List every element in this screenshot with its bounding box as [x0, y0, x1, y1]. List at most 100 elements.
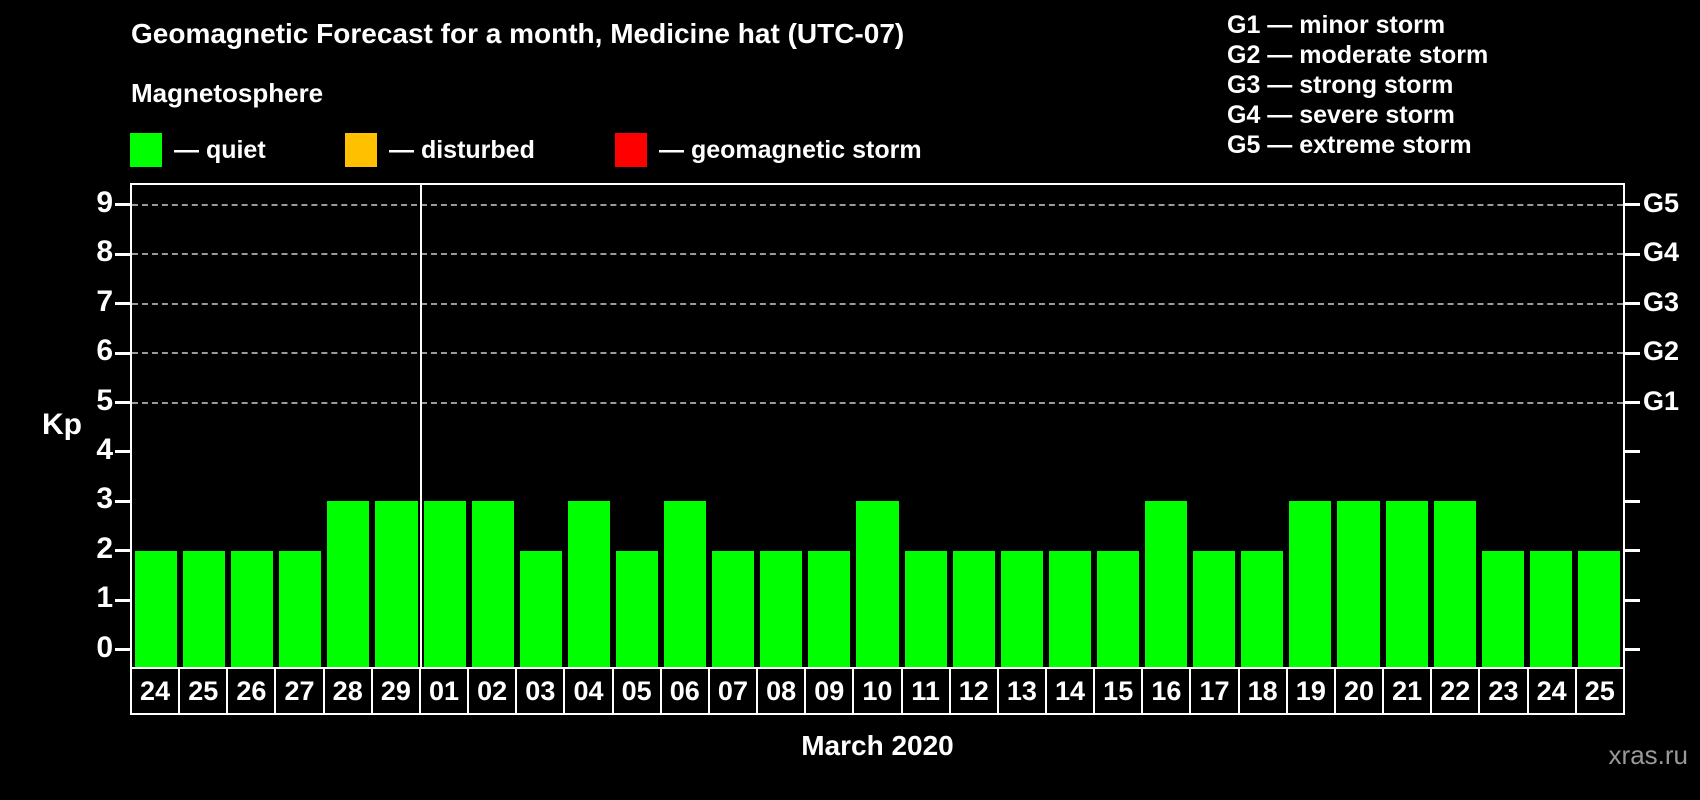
day-label: 16: [1141, 667, 1192, 715]
left-axis-tick: [115, 401, 130, 405]
legend-item-label: — disturbed: [389, 135, 535, 164]
watermark: xras.ru: [1608, 740, 1688, 770]
kp-bar-day-01: [423, 501, 466, 667]
right-axis-tick: [1625, 351, 1640, 355]
day-label: 23: [1478, 667, 1529, 715]
day-label: 12: [948, 667, 999, 715]
storm-scale-item-g4: G4 — severe storm: [1227, 101, 1455, 129]
g-level-label-g5: G5: [1643, 187, 1680, 218]
day-label: 27: [274, 667, 325, 715]
kp-bar-day-28: [327, 501, 370, 667]
kp-bar-day-10: [856, 501, 899, 667]
kp-bar-day-24: [1529, 550, 1572, 667]
day-label: 15: [1093, 667, 1144, 715]
day-label: 25: [178, 667, 229, 715]
right-axis-tick: [1625, 450, 1640, 454]
day-label: 02: [467, 667, 518, 715]
quiet-color-swatch: [130, 133, 162, 167]
storm-scale-item-g3: G3 — strong storm: [1227, 71, 1454, 99]
g-level-label-g4: G4: [1643, 237, 1680, 268]
y-tick-label: 9: [96, 185, 113, 219]
month-label: March 2020: [801, 730, 954, 761]
day-label: 20: [1333, 667, 1385, 715]
kp-bar-day-07: [712, 550, 755, 667]
storm-scale-item-g2: G2 — moderate storm: [1227, 41, 1489, 69]
gridline-kp8: [132, 253, 1623, 256]
kp-bar-day-18: [1241, 550, 1284, 667]
day-label: 14: [1044, 667, 1096, 715]
y-tick-label: 1: [96, 581, 113, 615]
right-axis-tick: [1625, 549, 1640, 553]
day-label: 28: [322, 667, 373, 715]
g-level-label-g2: G2: [1643, 336, 1680, 367]
y-tick-label: 6: [96, 334, 113, 368]
left-axis-tick: [115, 450, 130, 454]
kp-bar-day-23: [1481, 550, 1524, 667]
day-label: 21: [1382, 667, 1433, 715]
y-tick-label: 2: [96, 531, 113, 565]
kp-bar-day-16: [1145, 501, 1188, 667]
legend-item-storm: — geomagnetic storm: [615, 132, 922, 168]
day-label: 03: [515, 667, 566, 715]
y-tick-label: 5: [96, 383, 113, 417]
kp-bar-day-13: [1000, 550, 1043, 667]
storm-color-swatch: [615, 133, 647, 167]
kp-bar-day-02: [471, 501, 514, 667]
kp-bar-day-09: [808, 550, 851, 667]
gridline-kp5: [132, 401, 1623, 404]
gridline-kp7: [132, 302, 1623, 305]
kp-axis-label: Kp: [42, 408, 82, 441]
left-axis-tick: [115, 351, 130, 355]
gridline-kp9: [132, 203, 1623, 206]
storm-scale-item-g5: G5 — extreme storm: [1227, 131, 1472, 159]
day-label: 18: [1237, 667, 1288, 715]
legend-item-disturbed: — disturbed: [345, 132, 535, 168]
kp-bar-day-12: [952, 550, 995, 667]
kp-bar-day-27: [279, 550, 322, 667]
day-label: 09: [804, 667, 855, 715]
day-label: 04: [563, 667, 614, 715]
day-label: 11: [900, 667, 951, 715]
kp-bar-day-15: [1096, 550, 1140, 667]
kp-bar-day-04: [567, 501, 610, 667]
day-label: 24: [1526, 667, 1577, 715]
day-label: 22: [1430, 667, 1481, 715]
kp-bar-day-08: [760, 550, 803, 667]
right-axis-tick: [1625, 401, 1640, 405]
y-tick-label: 8: [96, 235, 113, 269]
kp-bar-day-21: [1385, 501, 1428, 667]
g-scale-labels: G1 G2 G3 G4 G5: [1633, 183, 1700, 665]
gridline-kp6: [132, 352, 1623, 355]
g-level-label-g3: G3: [1643, 286, 1680, 317]
left-axis-tick: [115, 252, 130, 256]
day-label: 01: [418, 667, 470, 715]
month-divider-line: [419, 185, 422, 667]
right-axis-tick: [1625, 499, 1640, 503]
left-axis-tick: [115, 648, 130, 652]
day-label: 13: [996, 667, 1047, 715]
kp-bar-day-11: [904, 550, 947, 667]
day-label: 24: [130, 667, 181, 715]
left-axis-tick: [115, 598, 130, 602]
kp-bar-day-29: [375, 501, 418, 667]
day-label: 25: [1574, 667, 1625, 715]
y-tick-label: 0: [96, 630, 113, 664]
storm-scale-legend: G1 — minor storm G2 — moderate storm G3 …: [1227, 10, 1488, 160]
day-label: 19: [1285, 667, 1336, 715]
y-tick-label: 4: [96, 432, 113, 466]
kp-bar-day-14: [1048, 550, 1091, 667]
kp-bar-day-26: [231, 550, 274, 667]
kp-bar-day-22: [1433, 501, 1476, 667]
y-tick-label: 3: [96, 482, 113, 516]
right-axis-tick: [1625, 598, 1640, 602]
kp-bar-day-24: [135, 550, 178, 667]
legend-item-label: — quiet: [174, 135, 266, 164]
day-label: 05: [611, 667, 662, 715]
right-axis-tick: [1625, 203, 1640, 207]
day-label: 29: [370, 667, 421, 715]
day-label: 17: [1189, 667, 1240, 715]
day-label: 06: [659, 667, 710, 715]
right-axis-tick: [1625, 302, 1640, 306]
kp-bar-day-25: [1577, 550, 1620, 667]
